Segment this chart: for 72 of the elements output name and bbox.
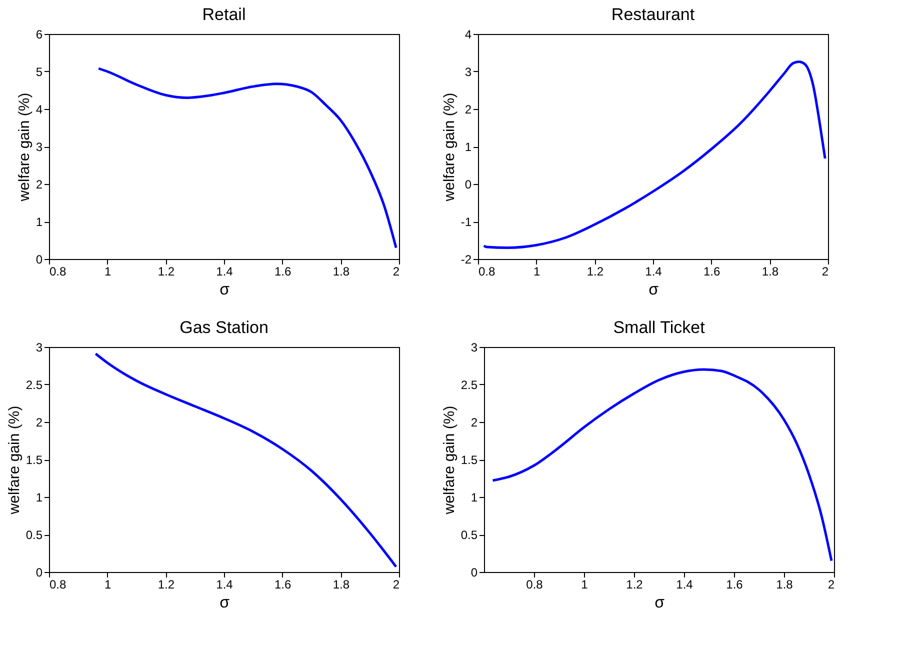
x-tick-label: 1 (533, 264, 540, 278)
x-tick-label: 1.6 (274, 264, 292, 278)
x-tick-label: 1.8 (762, 264, 779, 278)
line-series (492, 368, 833, 562)
y-tick-label: 3 (36, 140, 43, 154)
line-series (482, 60, 826, 249)
y-tick-label: 0.5 (460, 528, 478, 542)
chart-title: Retail (202, 5, 246, 24)
y-axis-title: welfare gain (%) (16, 92, 33, 202)
x-tick-label: 0.8 (478, 264, 496, 278)
y-tick-label: 0 (36, 252, 43, 266)
chart-title: Gas Station (180, 318, 268, 337)
y-tick-label: 6 (36, 28, 43, 42)
x-tick-label: 1.8 (776, 578, 794, 592)
y-tick-label: 1 (470, 490, 478, 504)
y-tick-label: 4 (36, 102, 43, 116)
y-tick-label: 0 (470, 566, 478, 580)
x-axis-title: σ (220, 594, 230, 612)
x-tick-label: 1.2 (158, 264, 175, 278)
x-tick-label: 1.8 (332, 264, 350, 278)
chart-title: Small Ticket (613, 318, 706, 337)
x-tick-label: 1.4 (216, 578, 234, 592)
y-tick-label: 2.5 (460, 378, 478, 392)
x-tick-label: 1.8 (332, 578, 350, 592)
x-tick-label: 1.2 (626, 578, 644, 592)
x-tick-label: 1.4 (645, 264, 662, 278)
x-tick-label: 1 (104, 264, 112, 278)
x-tick-label: 1.2 (586, 264, 604, 278)
x-axis-title: σ (654, 594, 665, 612)
y-tick-label: 1 (36, 215, 43, 229)
x-tick-label: 1.6 (703, 264, 720, 278)
y-tick-label: -1 (460, 215, 472, 229)
x-tick-label: 0.8 (50, 264, 67, 278)
x-tick-label: 0.8 (526, 578, 544, 592)
chart-title: Restaurant (611, 5, 695, 24)
x-axis-title: σ (648, 282, 659, 298)
y-axis-title: welfare gain (%) (440, 92, 458, 202)
x-tick-label: 2 (392, 578, 400, 592)
y-tick-label: 4 (464, 28, 472, 42)
line-series (97, 67, 398, 249)
y-tick-label: 2.5 (26, 378, 43, 392)
line-series (94, 352, 398, 568)
x-tick-label: 2 (822, 264, 829, 278)
x-axis-title: σ (220, 282, 230, 298)
y-tick-label: 1.5 (26, 453, 43, 467)
y-axis-title: welfare gain (%) (440, 406, 458, 516)
x-tick-label: 0.8 (50, 578, 67, 592)
x-tick-label: 2 (828, 578, 835, 592)
x-tick-label: 1.6 (274, 578, 292, 592)
y-tick-label: 5 (36, 65, 43, 79)
x-tick-label: 1 (104, 578, 112, 592)
y-tick-label: 3 (470, 340, 478, 354)
y-tick-label: -2 (460, 252, 472, 266)
y-tick-label: 1 (36, 490, 43, 504)
y-tick-label: 1.5 (460, 453, 478, 467)
y-tick-label: 3 (464, 65, 472, 79)
x-tick-label: 1.2 (158, 578, 175, 592)
x-tick-label: 1.4 (216, 264, 234, 278)
x-tick-label: 2 (392, 264, 400, 278)
y-tick-label: 2 (470, 416, 478, 430)
y-tick-label: 2 (36, 416, 43, 430)
y-tick-label: 0 (464, 178, 472, 192)
y-tick-label: 0 (36, 566, 43, 580)
y-axis-title: welfare gain (%) (6, 406, 23, 516)
x-tick-label: 1.4 (676, 578, 694, 592)
y-tick-label: 0.5 (26, 528, 43, 542)
x-tick-label: 1 (581, 578, 588, 592)
y-tick-label: 2 (36, 178, 43, 192)
x-tick-label: 1.6 (726, 578, 744, 592)
y-tick-label: 1 (464, 140, 472, 154)
y-tick-label: 3 (36, 340, 43, 354)
y-tick-label: 2 (464, 102, 472, 116)
